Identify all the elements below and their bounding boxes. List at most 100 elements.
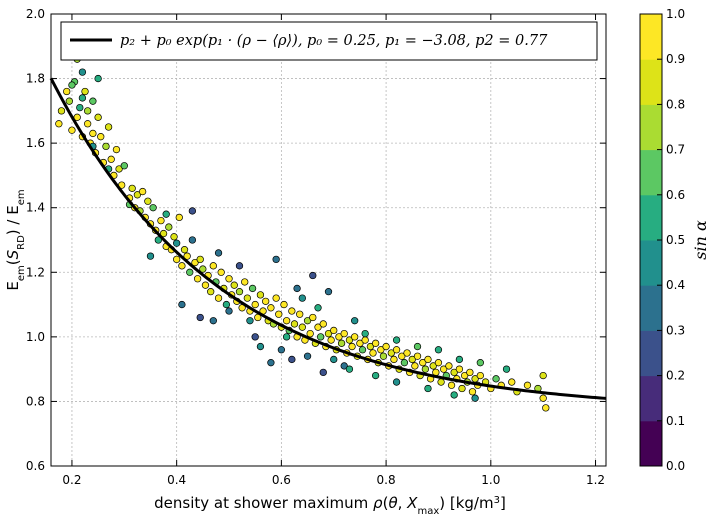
scatter-point [539, 371, 547, 380]
y-tick-label: 2.0 [26, 7, 45, 21]
scatter-point [196, 313, 204, 322]
y-tick-label: 0.8 [26, 394, 45, 408]
scatter-point [81, 87, 89, 96]
scatter-point [340, 362, 348, 370]
scatter-point [97, 133, 105, 141]
scatter-point [296, 310, 304, 318]
scatter-point [280, 300, 288, 309]
scatter-point [288, 355, 296, 364]
y-tick-label: 1.0 [26, 330, 45, 344]
scatter-point [63, 87, 71, 96]
scatter-point [154, 236, 162, 244]
fit-curve [49, 77, 607, 400]
colorbar-segment [640, 14, 662, 60]
colorbar-label: sin α [691, 220, 710, 260]
scatter-point [89, 129, 97, 138]
x-tick-label: 0.4 [167, 473, 186, 487]
colorbar-segment [640, 375, 662, 422]
scatter-point [104, 123, 113, 131]
scatter-point [162, 210, 170, 218]
scatter-point [225, 307, 233, 315]
scatter-point [230, 281, 238, 289]
scatter-point [107, 155, 115, 163]
scatter-point [157, 216, 165, 225]
scatter-point [324, 329, 333, 338]
scatter-point [437, 378, 445, 386]
scatter-point [209, 317, 217, 325]
scatter-point [434, 346, 443, 354]
colorbar-segment [640, 240, 662, 286]
colorbar-segment [640, 104, 662, 151]
scatter-point [382, 342, 390, 351]
colorbar [640, 14, 662, 467]
scatter-point [303, 352, 312, 360]
scatter-point [243, 294, 251, 302]
scatter-point [379, 352, 388, 360]
scatter-point [214, 294, 223, 302]
scatter-point [400, 359, 409, 367]
scatter-point [387, 349, 395, 357]
colorbar-tick-label: 0.0 [666, 459, 685, 473]
colorbar-tick-label: 0.6 [666, 188, 685, 202]
colorbar-tick-label: 0.5 [666, 233, 685, 247]
scatter-point [241, 278, 249, 286]
scatter-point [256, 342, 265, 351]
scatter-point [272, 294, 280, 302]
colorbar-segment [640, 330, 662, 377]
x-tick-label: 1.2 [586, 473, 605, 487]
scatter-point [267, 359, 275, 367]
colorbar-segment [640, 194, 662, 241]
scatter-point [178, 300, 186, 309]
scatter-point [429, 362, 437, 370]
scatter-point [508, 378, 516, 386]
scatter-point [138, 187, 147, 196]
scatter-point [248, 284, 257, 293]
scatter-point [476, 371, 484, 380]
scatter-point [377, 346, 385, 354]
y-axis-label: Eem(SRD) / Eem [4, 189, 27, 290]
scatter-point [460, 371, 469, 380]
scatter-point [68, 81, 76, 89]
scatter-point [403, 349, 411, 357]
scatter-point [324, 288, 333, 296]
scatter-point [413, 342, 422, 351]
scatter-point [57, 107, 66, 115]
scatter-point [424, 384, 432, 393]
scatter-point [447, 381, 456, 389]
plot-frame [50, 13, 607, 467]
scatter-point [303, 317, 312, 325]
scatter-point [112, 145, 121, 154]
scatter-point [262, 297, 270, 305]
scatter-point [188, 236, 197, 244]
scatter-point [371, 371, 380, 380]
scatter-point [178, 262, 186, 270]
y-axis-ticks: 0.6 0.8 1.0 1.2 1.4 1.6 1.8 2.0 [26, 7, 606, 473]
scatter-point [209, 262, 217, 270]
scatter-point [358, 346, 367, 354]
scatter-point [144, 197, 152, 205]
scatter-point [159, 229, 168, 238]
scatter-point [175, 213, 183, 222]
scatter-point [330, 326, 338, 335]
scatter-point [450, 368, 458, 377]
scatter-point [246, 317, 254, 325]
scatter-point [222, 300, 231, 309]
scatter-point [319, 320, 327, 328]
scatter-point [440, 365, 448, 373]
legend: p₂ + p₀ exp(p₁ · (ρ − ⟨ρ⟩), p₀ = 0.25, p… [60, 21, 598, 61]
scatter-point [188, 207, 197, 215]
scatter-point [458, 384, 466, 393]
colorbar-tick-label: 0.1 [666, 414, 685, 428]
scatter-point [173, 255, 181, 264]
scatter-point [351, 333, 359, 341]
scatter-point [84, 107, 92, 115]
scatter-point [434, 359, 443, 367]
scatter-point [102, 142, 110, 151]
scatter-point [356, 339, 364, 347]
scatter-point [251, 300, 259, 309]
colorbar-tick-label: 0.4 [666, 278, 685, 292]
scatter-point [466, 368, 474, 377]
scatter-point [235, 288, 244, 296]
